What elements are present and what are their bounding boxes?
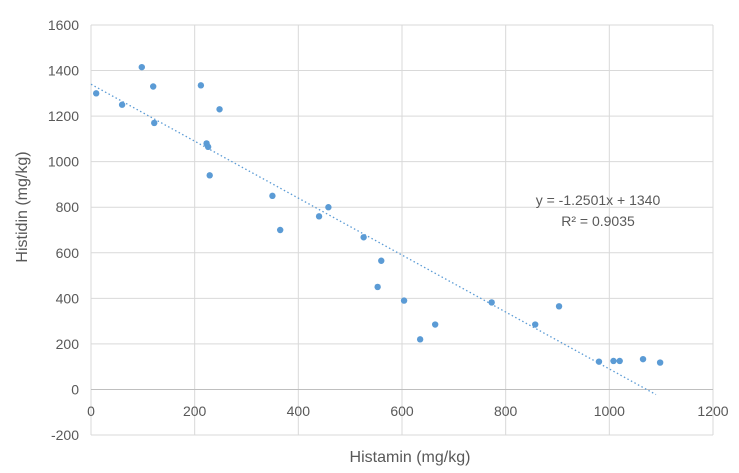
y-tick-label: 1200 [48, 108, 79, 124]
data-point [639, 355, 647, 363]
data-point [374, 283, 381, 291]
data-point [378, 257, 385, 264]
x-axis-title: Histamin (mg/kg) [350, 449, 471, 466]
data-point [216, 106, 223, 113]
data-point-layer [92, 63, 664, 366]
y-tick-label: 0 [71, 381, 79, 397]
data-point [656, 359, 664, 366]
x-tick-label: 400 [287, 403, 311, 419]
data-point [269, 192, 276, 200]
data-point [360, 234, 367, 241]
y-tick-label: 1000 [48, 154, 79, 170]
data-point [197, 82, 205, 89]
x-tick-label: 1200 [697, 403, 728, 419]
x-tick-label: 1000 [594, 403, 625, 419]
data-point [555, 303, 563, 310]
x-tick-label: 600 [390, 403, 414, 419]
data-point [206, 172, 213, 179]
data-point [325, 204, 332, 211]
x-tick-label: 200 [183, 403, 207, 419]
data-point [400, 297, 408, 304]
y-tick-label: 400 [56, 290, 80, 306]
data-point [431, 321, 439, 328]
data-point [315, 213, 323, 220]
data-point [118, 101, 126, 108]
y-tick-label: -200 [51, 427, 79, 443]
data-point [150, 83, 157, 90]
trendline-equation: y = -1.2501x + 1340 [536, 192, 661, 208]
data-point [532, 321, 539, 328]
trendline-r-squared: R² = 0.9035 [561, 213, 635, 229]
data-point [488, 299, 495, 306]
trendline [90, 83, 657, 396]
data-point [610, 357, 617, 365]
data-point [416, 336, 424, 343]
y-tick-label: 200 [56, 336, 80, 352]
y-tick-label: 1400 [48, 63, 79, 79]
y-tick-label: 1600 [48, 17, 79, 33]
y-tick-label: 800 [56, 199, 80, 215]
data-point [616, 357, 623, 365]
tick-label-layer: -200 0 200 400 600 800 1000 1200 1400 1600 0 200 400… [48, 17, 729, 443]
trendline-layer [90, 83, 657, 396]
data-point [138, 63, 145, 71]
grid-layer [90, 24, 714, 436]
data-point [276, 226, 284, 234]
data-point [92, 90, 100, 97]
x-tick-label: 800 [494, 403, 518, 419]
data-point [595, 358, 603, 365]
y-tick-label: 600 [56, 245, 80, 261]
data-point [204, 143, 212, 151]
x-tick-label: 0 [87, 403, 95, 419]
y-axis-title: Histidin (mg/kg) [14, 151, 31, 262]
data-point [151, 119, 158, 127]
